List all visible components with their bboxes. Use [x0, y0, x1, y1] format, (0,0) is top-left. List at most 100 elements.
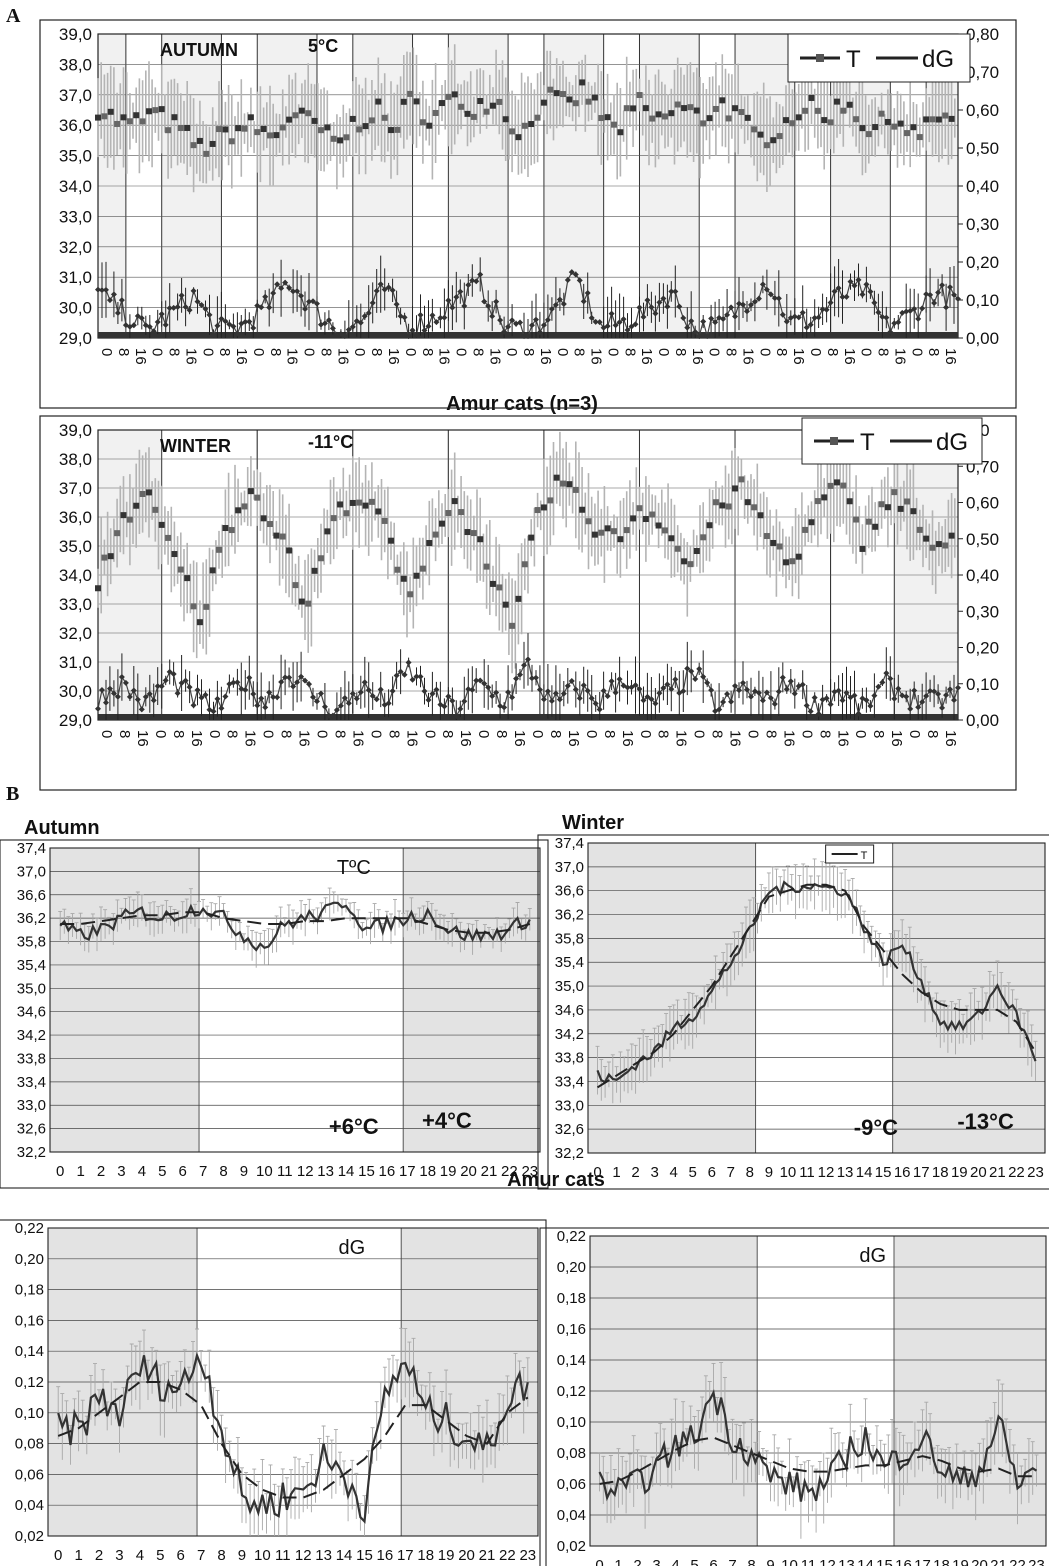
x-tick-label: 17: [399, 1163, 416, 1180]
x-tick-label: 8: [601, 730, 618, 738]
temperature-point: [439, 100, 445, 107]
dg-point: [564, 277, 571, 284]
dg-point: [755, 295, 762, 302]
dg-point: [636, 685, 643, 692]
temperature-point: [133, 502, 140, 509]
x-tick-label: 15: [875, 1164, 892, 1181]
dg-point: [875, 309, 882, 316]
x-tick-label: 1: [612, 1164, 620, 1181]
temperature-point: [859, 125, 866, 132]
x-tick-label: 16: [242, 730, 259, 747]
dg-point: [572, 686, 579, 693]
dg-point: [919, 699, 926, 706]
y-right-tick-label: 0,50: [966, 139, 999, 158]
y-right-tick-label: 0,50: [966, 530, 999, 549]
x-tick-label: 16: [942, 348, 959, 365]
y-right-tick-label: 0,40: [966, 177, 999, 196]
y-left-tick-label: 35,0: [59, 147, 92, 166]
temperature-point: [254, 494, 261, 501]
dg-point: [759, 281, 766, 288]
x-tick-label: 0: [351, 348, 368, 356]
temperature-point: [591, 94, 598, 101]
dg-point: [923, 692, 930, 699]
y-left-tick-label: 33,0: [59, 207, 92, 226]
temperature-point: [910, 124, 917, 131]
dg-point: [429, 690, 436, 697]
x-tick-label: 8: [824, 348, 841, 356]
temperature-point: [489, 580, 496, 587]
y-right-tick-label: 0,20: [966, 253, 999, 272]
temperature-point: [267, 521, 273, 528]
y-right-tick-label: 0,00: [966, 711, 999, 730]
dg-point: [835, 285, 842, 292]
x-tick-label: 0: [301, 348, 318, 356]
legend-t-marker: [830, 437, 838, 445]
dg-point: [397, 668, 404, 675]
x-tick-label: 5: [156, 1547, 164, 1564]
x-tick-label: 23: [1028, 1557, 1045, 1566]
x-tick-label: 13: [837, 1164, 854, 1181]
dg-point: [791, 690, 798, 697]
y-left-tick-label: 35,0: [59, 537, 92, 556]
x-tick-label: 20: [970, 1164, 987, 1181]
x-tick-label: 8: [385, 730, 402, 738]
x-tick-label: 3: [650, 1164, 658, 1181]
x-tick-label: 16: [511, 730, 528, 747]
x-tick-label: 15: [356, 1547, 373, 1564]
temperature-point: [661, 113, 668, 120]
x-tick-label: 10: [781, 1557, 798, 1566]
y-left-tick-label: 38,0: [59, 450, 92, 469]
temperature-point: [432, 109, 439, 116]
dg-point: [158, 683, 165, 690]
temperature-point: [292, 582, 299, 589]
chart-winter-daily-dg: 0,22 0,20 0,18 0,16 0,14 0,12 0,10 0,08 0,06 0,04…: [539, 1227, 1049, 1566]
x-tick-label: 16: [619, 730, 636, 747]
x-tick-label: 0: [604, 348, 621, 356]
temperature-point: [706, 522, 713, 529]
dg-point: [429, 312, 436, 319]
y-tick-label: 36,6: [555, 883, 584, 900]
temperature-point: [388, 537, 395, 544]
temperature-point: [311, 117, 318, 124]
dg-point: [222, 693, 229, 700]
temperature-point: [712, 499, 719, 506]
x-tick-label: 2: [95, 1547, 103, 1564]
temperature-point: [668, 110, 675, 117]
temperature-point: [547, 497, 554, 504]
dg-point: [493, 689, 500, 696]
dg-point: [198, 301, 205, 308]
dg-point: [122, 679, 129, 686]
temperature-point: [362, 123, 369, 130]
y-left-tick-label: 39,0: [59, 25, 92, 44]
x-tick-label: 8: [469, 348, 486, 356]
night-shading: [49, 847, 200, 1153]
dg-point: [166, 305, 173, 312]
x-tick-label: 0: [593, 1164, 601, 1181]
x-tick-label: 16: [739, 348, 756, 365]
x-tick-label: 1: [76, 1163, 84, 1180]
x-tick-label: 15: [876, 1557, 893, 1566]
dg-point: [306, 681, 313, 688]
x-tick-label: 19: [440, 1163, 457, 1180]
temperature-point: [324, 124, 331, 131]
dg-point: [190, 287, 197, 294]
dg-point: [286, 674, 293, 681]
dg-point: [158, 310, 165, 317]
x-tick-label: 0: [149, 348, 166, 356]
x-tick-label: 0: [744, 730, 761, 738]
temperature-point: [872, 523, 879, 530]
temperature-point: [534, 114, 541, 121]
dg-point: [421, 688, 428, 695]
temperature-point: [368, 117, 375, 124]
dg-point: [915, 315, 922, 322]
temperature-point: [235, 125, 242, 132]
y-right-tick-label: 0,10: [966, 291, 999, 310]
y-tick-label: 0,06: [557, 1476, 586, 1493]
dg-point: [505, 689, 512, 696]
dg-point: [489, 693, 496, 700]
measured-line: [59, 901, 531, 952]
dg-point: [302, 306, 309, 313]
dg-point: [449, 304, 456, 311]
dg-point: [584, 687, 591, 694]
x-tick-label: 16: [841, 348, 858, 365]
